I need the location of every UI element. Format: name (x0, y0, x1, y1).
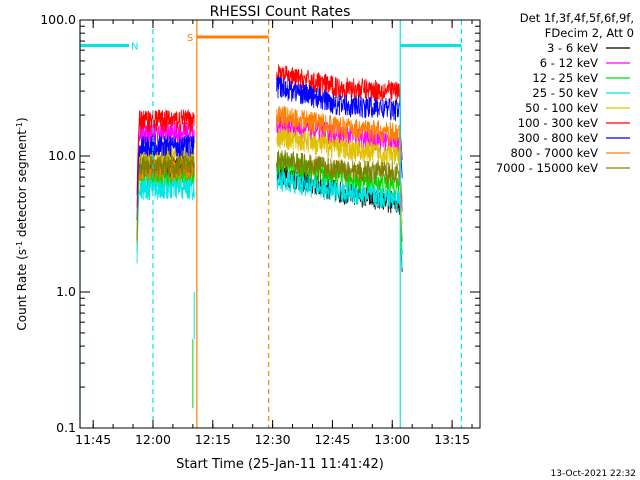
legend-label-3: 25 - 50 keV (532, 86, 598, 100)
series-5-segment-1 (276, 64, 403, 160)
legend-label-7: 800 - 7000 keV (510, 146, 598, 160)
legend-label-5: 100 - 300 keV (518, 116, 598, 130)
y-tick-label-2: 10.0 (48, 148, 76, 163)
series-3 (136, 169, 403, 269)
series-3-segment-0 (136, 177, 195, 264)
legend-label-2: 12 - 25 keV (532, 71, 598, 85)
flag-label-1: S (187, 33, 193, 44)
plot-area: NS (79, 20, 462, 428)
x-tick-label-6: 13:15 (434, 432, 470, 447)
legend-label-4: 50 - 100 keV (525, 101, 598, 115)
x-tick-label-2: 12:15 (195, 432, 231, 447)
series-4-segment-1 (276, 127, 403, 225)
series-5-segment-0 (136, 109, 195, 195)
series-8 (136, 150, 403, 242)
legend-header-line-2: FDecim 2, Att 0 (545, 26, 634, 40)
series-6-segment-1 (276, 76, 403, 179)
series-6 (136, 76, 403, 221)
series-3-segment-1 (276, 169, 403, 269)
y-tick-label-3: 100.0 (40, 12, 76, 27)
series-7-segment-1 (276, 105, 403, 203)
y-axis: 0.1 1.0 10.0 100.0 (40, 12, 480, 435)
legend: Det 1f,3f,4f,5f,6f,9f, FDecim 2, Att 0 3… (496, 11, 634, 175)
series-5 (136, 64, 403, 195)
x-tick-label-1: 12:00 (135, 432, 171, 447)
chart-title: RHESSI Count Rates (210, 4, 351, 20)
x-tick-label-4: 12:45 (314, 432, 350, 447)
flag-label-0: N (131, 41, 138, 52)
legend-label-6: 300 - 800 keV (518, 131, 598, 145)
x-tick-label-5: 13:00 (374, 432, 410, 447)
series-8-segment-0 (136, 154, 195, 241)
legend-label-8: 7000 - 15000 keV (496, 161, 598, 175)
x-axis: 11:45 12:00 12:15 12:30 12:45 13:00 13:15 (75, 20, 473, 447)
legend-label-0: 3 - 6 keV (547, 41, 598, 55)
legend-header-line-1: Det 1f,3f,4f,5f,6f,9f, (520, 11, 634, 25)
y-tick-label-0: 0.1 (56, 420, 76, 435)
y-tick-label-1: 1.0 (56, 284, 76, 299)
render-timestamp: 13-Oct-2021 22:32 (551, 469, 636, 479)
series-8-segment-1 (276, 150, 403, 242)
series-6-segment-0 (136, 134, 195, 221)
x-tick-label-3: 12:30 (255, 432, 291, 447)
legend-label-1: 6 - 12 keV (540, 56, 598, 70)
x-tick-label-0: 11:45 (75, 432, 111, 447)
series-1-segment-0 (136, 121, 195, 208)
plot-frame (79, 19, 481, 429)
x-axis-label: Start Time (25-Jan-11 11:41:42) (176, 457, 384, 472)
y-axis-label: Count Rate (s-1 detector segment-1) (15, 117, 30, 330)
